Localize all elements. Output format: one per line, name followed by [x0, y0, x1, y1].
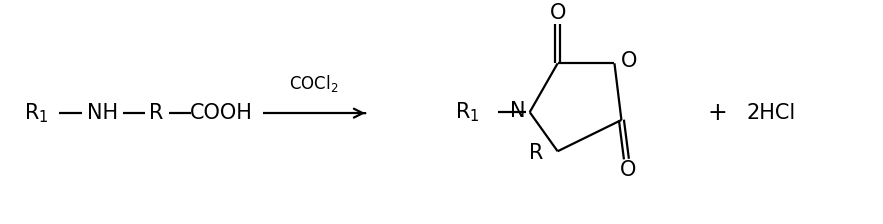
Text: COOH: COOH: [190, 103, 253, 123]
Text: R: R: [529, 143, 544, 163]
Text: +: +: [707, 101, 727, 125]
Text: R: R: [148, 103, 163, 123]
Text: O: O: [549, 3, 566, 24]
Text: R$_1$: R$_1$: [456, 100, 479, 124]
Text: COCl$_2$: COCl$_2$: [290, 73, 338, 94]
Text: NH: NH: [87, 103, 117, 123]
Text: R$_1$: R$_1$: [25, 101, 49, 125]
Text: N: N: [510, 101, 525, 121]
Text: 2HCl: 2HCl: [746, 103, 796, 123]
Text: O: O: [620, 160, 637, 180]
Text: O: O: [621, 51, 637, 71]
